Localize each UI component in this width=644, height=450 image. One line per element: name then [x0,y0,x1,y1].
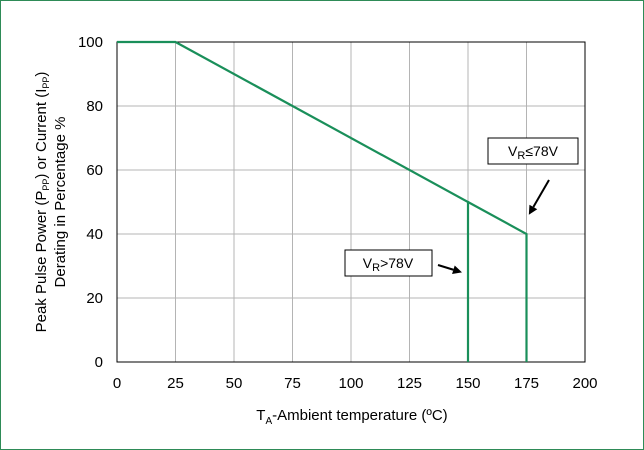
series-line [467,201,528,362]
y-tick-label: 80 [86,98,103,115]
x-tick-label: 25 [167,375,184,392]
annotation-label: VR≤78V [508,143,559,162]
annotation-label: VR>78V [363,255,414,274]
y-axis-title: Peak Pulse Power (PPP) or Current (IPP) … [33,72,69,333]
y-axis-title-line1: Peak Pulse Power (PPP) or Current (IPP) [33,72,51,333]
grid-lines [116,41,586,363]
y-tick-label: 0 [95,354,103,371]
x-tick-label: 125 [397,375,422,392]
x-axis-title: TA-Ambient temperature (ºC) [256,407,447,427]
x-tick-label: 175 [514,375,539,392]
tick-labels: 0 25 50 75 100 125 150 175 200 0 20 40 60 80 100 [78,34,598,392]
y-tick-label: 20 [86,290,103,307]
x-tick-label: 200 [572,375,597,392]
annotation-box [344,249,433,277]
series-line [117,40,470,362]
annotation-vr-gt-78v: VR>78V [344,249,462,277]
y-tick-label: 100 [78,34,103,51]
y-tick-label: 40 [86,226,103,243]
x-tick-label: 0 [113,375,121,392]
y-tick-label: 60 [86,162,103,179]
annotation-vr-le-78v: VR≤78V [487,137,579,215]
annotation-box [487,137,579,165]
x-tick-label: 50 [226,375,243,392]
x-tick-label: 75 [284,375,301,392]
plot-area-border [116,41,586,363]
annotation-arrowhead [528,204,538,215]
annotation-arrow [437,264,454,271]
annotation-arrow [532,179,550,208]
y-axis-title-line2: Derating in Percentage % [52,117,69,288]
x-tick-label: 150 [455,375,480,392]
x-tick-label: 100 [338,375,363,392]
annotation-arrowhead [452,265,462,275]
series-lines [117,40,528,362]
